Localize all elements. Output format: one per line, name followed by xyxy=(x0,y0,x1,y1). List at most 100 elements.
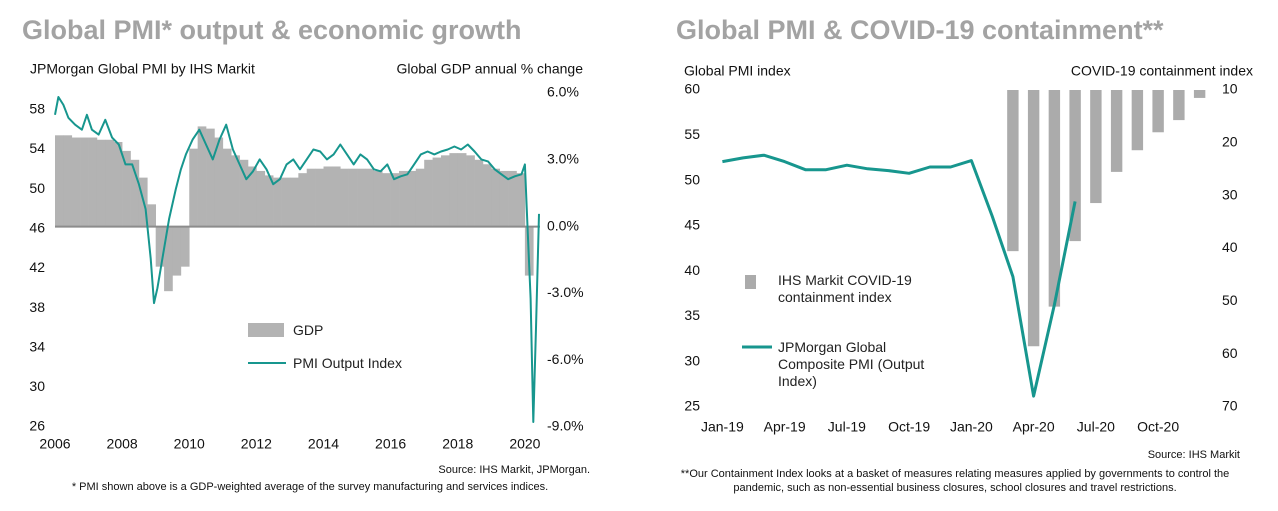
y-tick-label: 50 xyxy=(684,171,700,187)
bar xyxy=(348,168,358,227)
bar xyxy=(71,137,81,227)
legend-swatch xyxy=(745,275,756,289)
bar xyxy=(273,177,282,227)
x-tick-label: Apr-19 xyxy=(764,419,806,435)
bar xyxy=(424,159,433,227)
y-tick-label: 60 xyxy=(684,81,700,97)
bar xyxy=(1048,90,1061,307)
y2-tick-label: 10 xyxy=(1222,81,1238,97)
bar xyxy=(365,168,375,227)
bar xyxy=(147,204,156,227)
bar xyxy=(130,159,140,227)
legend-swatch xyxy=(248,323,284,337)
y-axis-title: JPMorgan Global PMI by IHS Markit xyxy=(30,61,255,77)
bar xyxy=(113,141,123,227)
x-tick-label: 2016 xyxy=(375,436,406,452)
footnote: * PMI shown above is a GDP-weighted aver… xyxy=(71,481,549,493)
bar xyxy=(256,170,266,227)
bar xyxy=(357,168,366,227)
x-tick-label: Oct-19 xyxy=(888,419,930,435)
y2-tick-label: -9.0% xyxy=(547,418,584,434)
bar xyxy=(474,159,484,227)
bar xyxy=(323,166,333,227)
y2-tick-label: 20 xyxy=(1222,134,1238,150)
bar xyxy=(1173,90,1185,121)
legend-label: IHS Markit COVID-19 containment index xyxy=(778,272,912,305)
bar xyxy=(499,170,509,227)
x-tick-label: 2014 xyxy=(308,436,339,452)
bar xyxy=(306,168,316,227)
bar xyxy=(1007,90,1019,252)
x-tick-label: 2010 xyxy=(174,436,205,452)
bar xyxy=(289,177,299,227)
x-tick-label: Jul-19 xyxy=(828,419,866,435)
y-tick-label: 30 xyxy=(29,378,45,394)
bar xyxy=(340,168,349,227)
legend-label: JPMorgan Global Composite PMI (Output In… xyxy=(778,339,925,389)
bar xyxy=(105,139,115,227)
bar xyxy=(1090,90,1102,204)
bar xyxy=(315,168,324,227)
bar xyxy=(1069,90,1081,242)
bar xyxy=(457,153,467,227)
y-tick-label: 38 xyxy=(29,299,45,315)
y-tick-label: 26 xyxy=(29,418,45,434)
bar xyxy=(122,150,131,227)
bar xyxy=(96,139,106,227)
bar xyxy=(189,148,198,227)
y-tick-label: 35 xyxy=(684,307,700,323)
y2-axis-title: COVID-19 containment index xyxy=(1071,63,1253,79)
bar xyxy=(80,137,89,227)
line xyxy=(54,96,540,423)
y-tick-label: 55 xyxy=(684,126,700,142)
bar xyxy=(449,153,459,227)
y-tick-label: 25 xyxy=(684,398,700,414)
bar xyxy=(222,148,232,227)
y-tick-label: 40 xyxy=(684,262,700,278)
bar xyxy=(482,164,492,227)
y2-tick-label: 0.0% xyxy=(547,217,579,233)
bar xyxy=(440,155,450,227)
x-tick-label: Jan-20 xyxy=(950,419,993,435)
bar xyxy=(231,155,240,227)
chart-title: Global PMI & COVID-19 containment** xyxy=(676,15,1164,45)
y2-tick-label: 3.0% xyxy=(547,151,579,167)
bar xyxy=(55,135,64,227)
bar xyxy=(415,168,425,227)
bar xyxy=(239,159,249,227)
source: Source: IHS Markit, JPMorgan. xyxy=(438,464,590,476)
bar xyxy=(214,137,224,227)
y-tick-label: 46 xyxy=(29,219,45,235)
y2-tick-label: 50 xyxy=(1222,292,1238,308)
y-axis-title: Global PMI index xyxy=(684,63,791,79)
bar xyxy=(432,157,442,227)
bar xyxy=(1152,90,1164,133)
chart-title: Global PMI* output & economic growth xyxy=(22,15,522,45)
bar xyxy=(155,226,165,267)
x-tick-label: Oct-20 xyxy=(1137,419,1179,435)
bar xyxy=(1027,90,1040,347)
bar xyxy=(298,173,308,227)
bar xyxy=(1193,90,1206,98)
bar xyxy=(516,173,526,227)
y-tick-label: 30 xyxy=(684,352,700,368)
x-tick-label: Apr-20 xyxy=(1013,419,1055,435)
y-tick-label: 34 xyxy=(29,338,45,354)
bar xyxy=(331,166,341,227)
bar xyxy=(164,226,173,292)
bar xyxy=(197,126,207,227)
bar xyxy=(1110,90,1123,172)
bar xyxy=(281,177,291,227)
bar xyxy=(390,173,400,227)
bar xyxy=(206,128,215,227)
y-tick-label: 42 xyxy=(29,259,45,275)
legend-label: GDP xyxy=(293,322,324,338)
y-tick-label: 54 xyxy=(29,140,45,156)
bar xyxy=(88,137,98,227)
x-tick-label: 2006 xyxy=(39,436,70,452)
bar xyxy=(373,170,383,227)
source: Source: IHS Markit xyxy=(1148,449,1240,461)
y2-tick-label: 6.0% xyxy=(547,84,579,100)
bar xyxy=(63,135,73,227)
